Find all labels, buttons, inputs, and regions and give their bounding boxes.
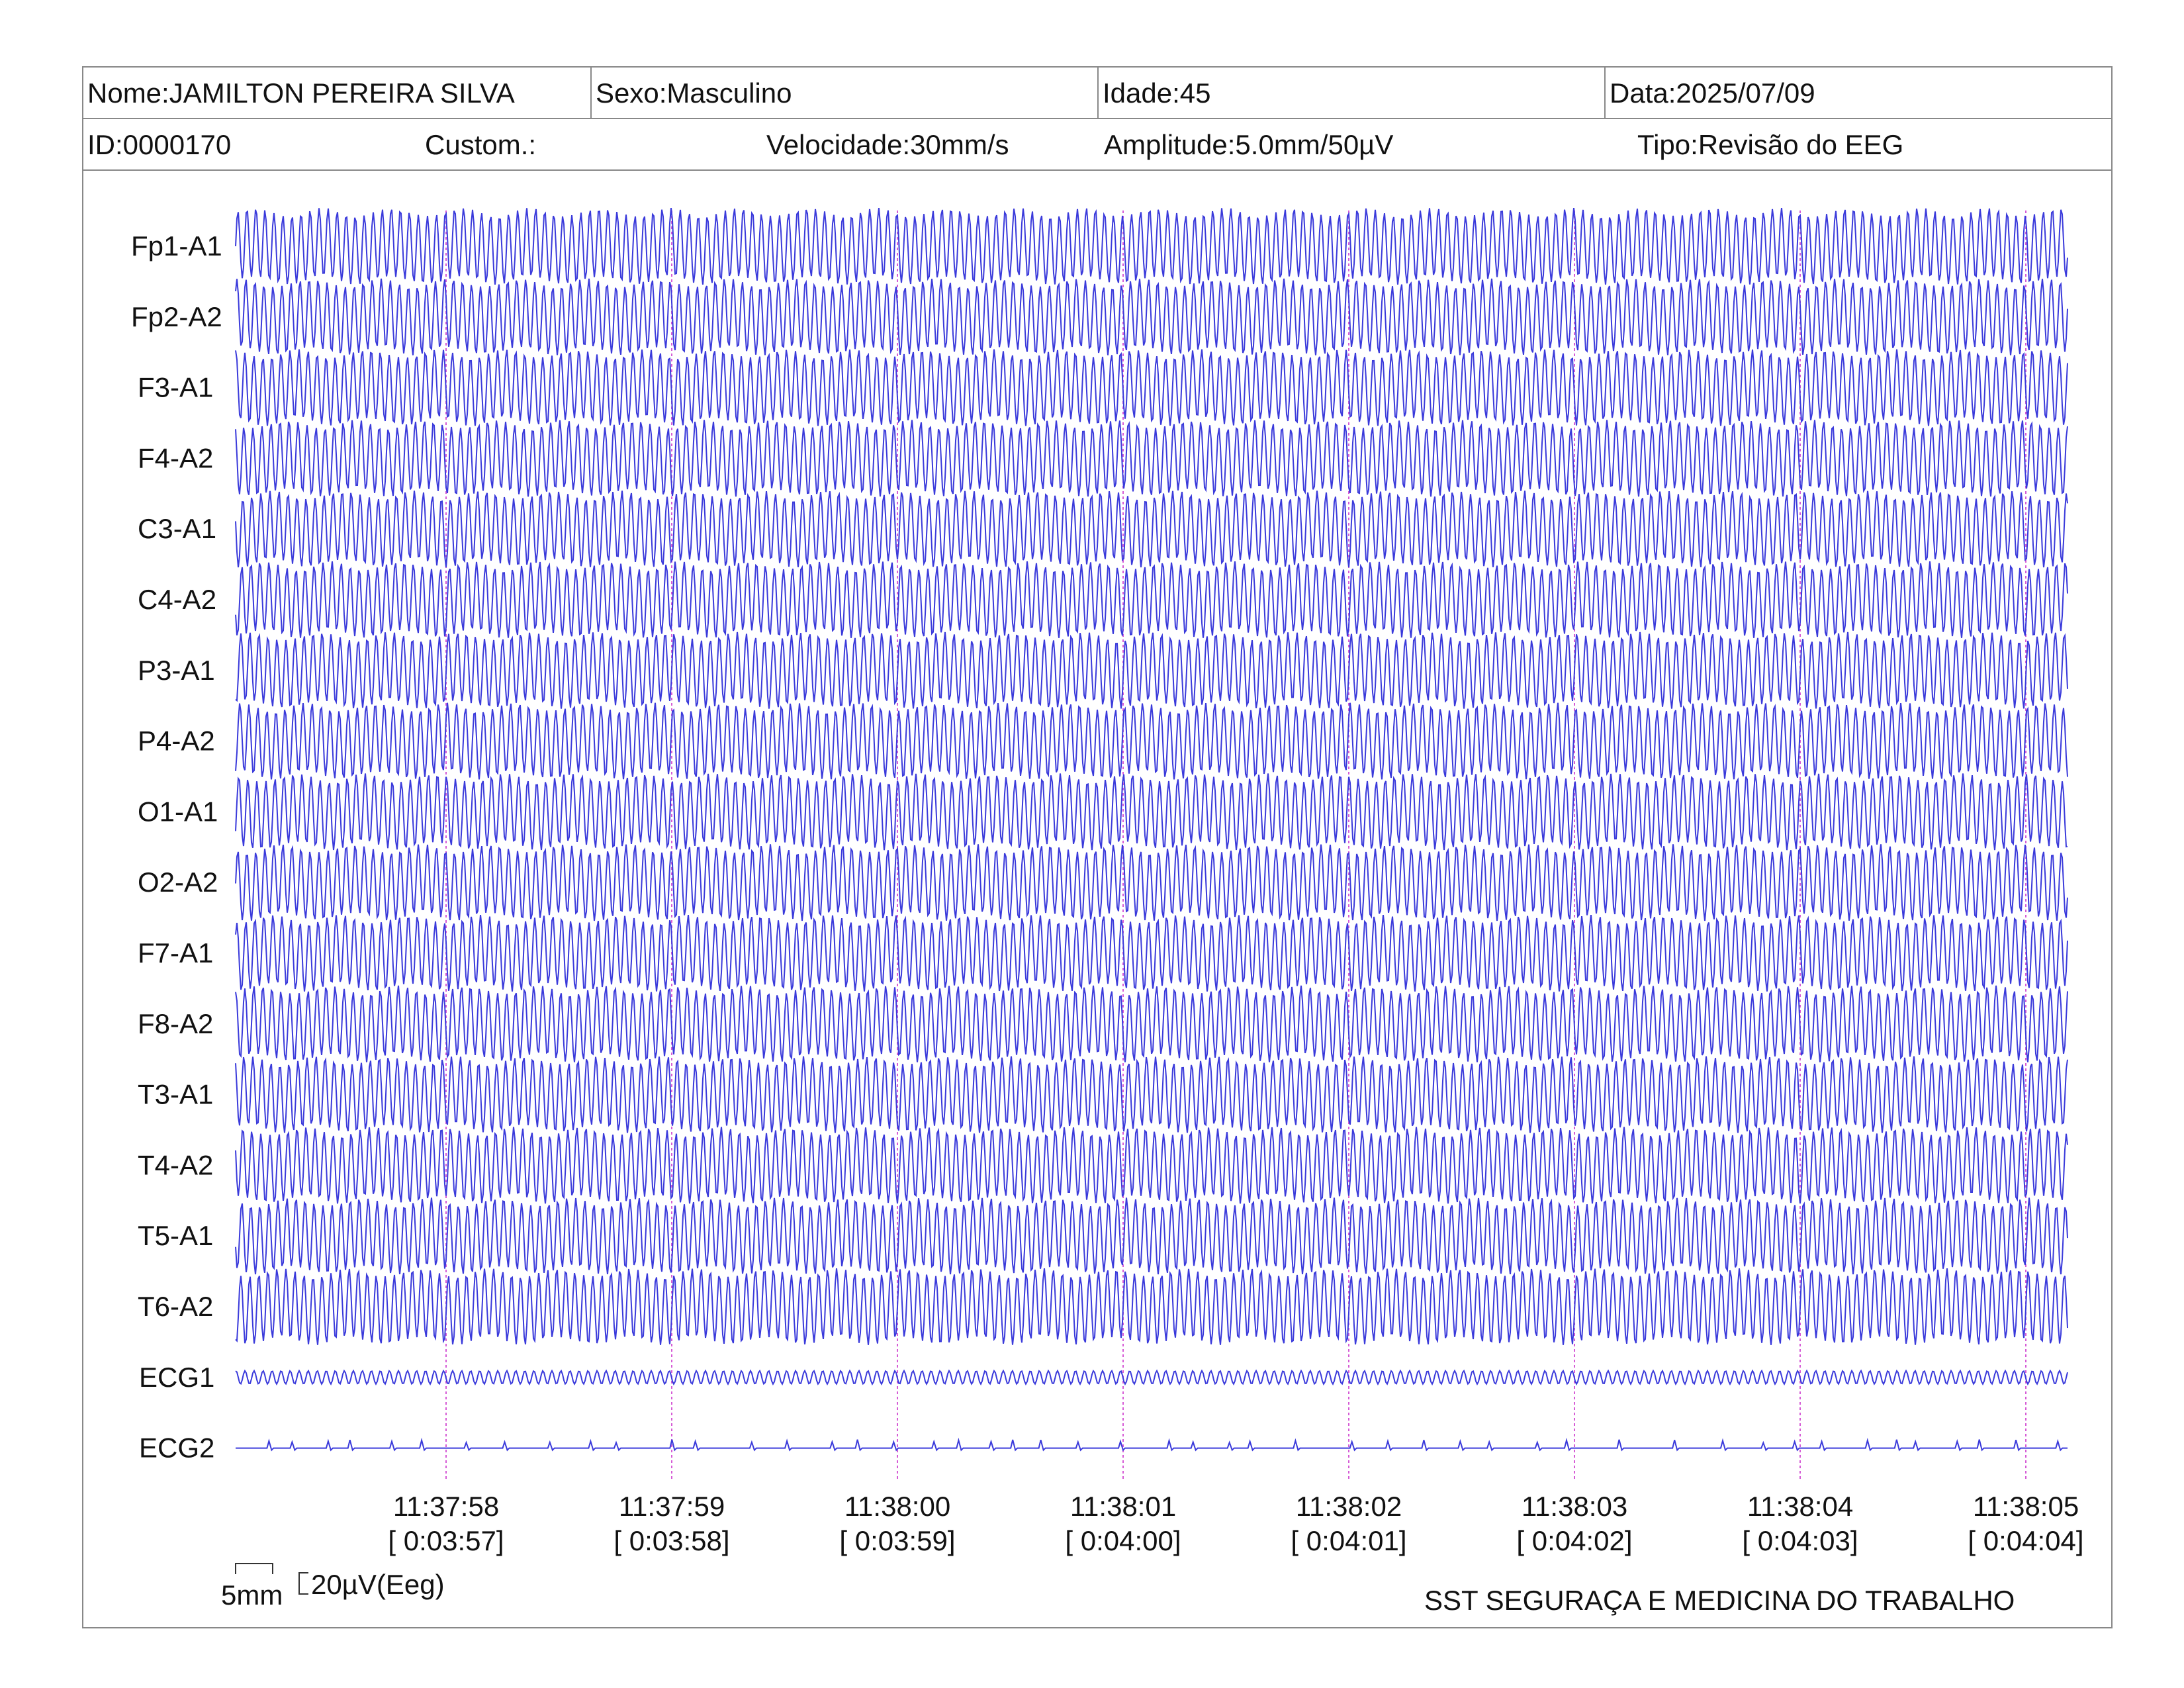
exam-type: Tipo:Revisão do EEG (1637, 129, 1904, 160)
trace-t5-a1 (235, 1197, 2068, 1275)
header-row-2: ID:0000170 Custom.: Velocidade:30mm/s Am… (83, 119, 2111, 171)
time-marker-clock: 11:38:01 (1070, 1491, 1176, 1522)
channel-label-f3-a1: F3-A1 (138, 372, 213, 403)
trace-t6-a2 (235, 1268, 2068, 1345)
trace-ecg1 (235, 1369, 2068, 1386)
channel-label-c3-a1: C3-A1 (138, 513, 216, 544)
channel-label-p3-a1: P3-A1 (138, 655, 215, 686)
trace-p4-a2 (235, 702, 2068, 780)
channel-labels: Fp1-A1 Fp2-A2 F3-A1 F4-A2 C3-A1 C4-A2 P3-A1 P4-… (131, 230, 222, 1464)
trace-fp2-a2 (235, 278, 2068, 355)
channel-label-fp2-a2: Fp2-A2 (131, 301, 222, 332)
trace-t4-a2 (235, 1127, 2068, 1204)
time-scale-bar (235, 1563, 273, 1574)
trace-o1-a1 (235, 773, 2068, 851)
trace-ecg2 (236, 1437, 2068, 1452)
time-marker-clock: 11:37:59 (619, 1491, 725, 1522)
time-marker-elapsed: [ 0:04:02] (1516, 1525, 1632, 1556)
channel-label-ecg1: ECG1 (139, 1362, 214, 1393)
calibration-scale: 5mm 20µV(Eeg) (221, 1563, 445, 1611)
channel-label-f8-a2: F8-A2 (138, 1008, 213, 1039)
channel-label-ecg2: ECG2 (139, 1432, 214, 1464)
time-marker-clock: 11:38:02 (1296, 1491, 1402, 1522)
channel-label-fp1-a1: Fp1-A1 (131, 230, 222, 261)
trace-t3-a1 (235, 1056, 2068, 1133)
amplitude-setting: Amplitude:5.0mm/50µV (1104, 129, 1394, 160)
report-frame: Nome:JAMILTON PEREIRA SILVA Sexo:Masculi… (82, 66, 2113, 1628)
time-scale-label: 5mm (221, 1579, 283, 1611)
patient-age: Idade:45 (1097, 68, 1604, 119)
time-labels: 11:37:58[ 0:03:57] 11:37:59[ 0:03:58] 11:3… (388, 1491, 2083, 1556)
patient-name: Nome:JAMILTON PEREIRA SILVA (87, 77, 515, 109)
amp-scale-bar (298, 1572, 308, 1595)
channel-label-o1-a1: O1-A1 (138, 796, 218, 827)
time-marker-elapsed: [ 0:04:01] (1291, 1525, 1406, 1556)
channel-label-p4-a2: P4-A2 (138, 726, 215, 757)
custom-field: Custom.: (425, 129, 537, 160)
speed-setting: Velocidade:30mm/s (766, 129, 1009, 160)
time-marker-clock: 11:38:00 (844, 1491, 950, 1522)
time-marker-elapsed: [ 0:04:00] (1065, 1525, 1181, 1556)
channel-label-o2-a2: O2-A2 (138, 867, 218, 898)
trace-o2-a2 (235, 844, 2068, 921)
channel-label-f7-a1: F7-A1 (138, 937, 213, 968)
channel-label-t3-a1: T3-A1 (138, 1079, 213, 1110)
trace-c4-a2 (235, 561, 2068, 638)
time-marker-elapsed: [ 0:03:58] (614, 1525, 729, 1556)
exam-date: Data:2025/07/09 (1604, 68, 2111, 119)
channel-label-t6-a2: T6-A2 (138, 1291, 213, 1322)
patient-sex: Sexo:Masculino (590, 68, 1097, 119)
institution-name: SST SEGURAÇA E MEDICINA DO TRABALHO (1424, 1585, 2015, 1616)
time-marker-clock: 11:38:03 (1522, 1491, 1627, 1522)
trace-f4-a2 (235, 420, 2068, 497)
channel-label-t5-a1: T5-A1 (138, 1220, 213, 1251)
trace-f8-a2 (235, 985, 2068, 1062)
time-marker-clock: 11:38:05 (1973, 1491, 2079, 1522)
amp-scale-label: 20µV(Eeg) (311, 1569, 445, 1600)
header-row-1: Nome:JAMILTON PEREIRA SILVA Sexo:Masculi… (83, 68, 2111, 119)
channel-label-f4-a2: F4-A2 (138, 442, 213, 473)
trace-c3-a1 (235, 491, 2068, 568)
time-marker-elapsed: [ 0:03:57] (388, 1525, 504, 1556)
time-marker-elapsed: [ 0:04:04] (1968, 1525, 2083, 1556)
trace-f3-a1 (235, 349, 2068, 426)
time-marker-clock: 11:37:58 (393, 1491, 499, 1522)
time-marker-elapsed: [ 0:04:03] (1742, 1525, 1858, 1556)
channel-label-t4-a2: T4-A2 (138, 1149, 213, 1180)
trace-p3-a1 (235, 632, 2068, 709)
time-marker-clock: 11:38:04 (1747, 1491, 1853, 1522)
eeg-traces (235, 207, 2068, 1452)
patient-id: ID:0000170 (87, 129, 232, 160)
channel-label-c4-a2: C4-A2 (138, 584, 216, 615)
time-marker-elapsed: [ 0:03:59] (839, 1525, 955, 1556)
trace-f7-a1 (235, 914, 2068, 992)
trace-fp1-a1 (235, 207, 2068, 285)
